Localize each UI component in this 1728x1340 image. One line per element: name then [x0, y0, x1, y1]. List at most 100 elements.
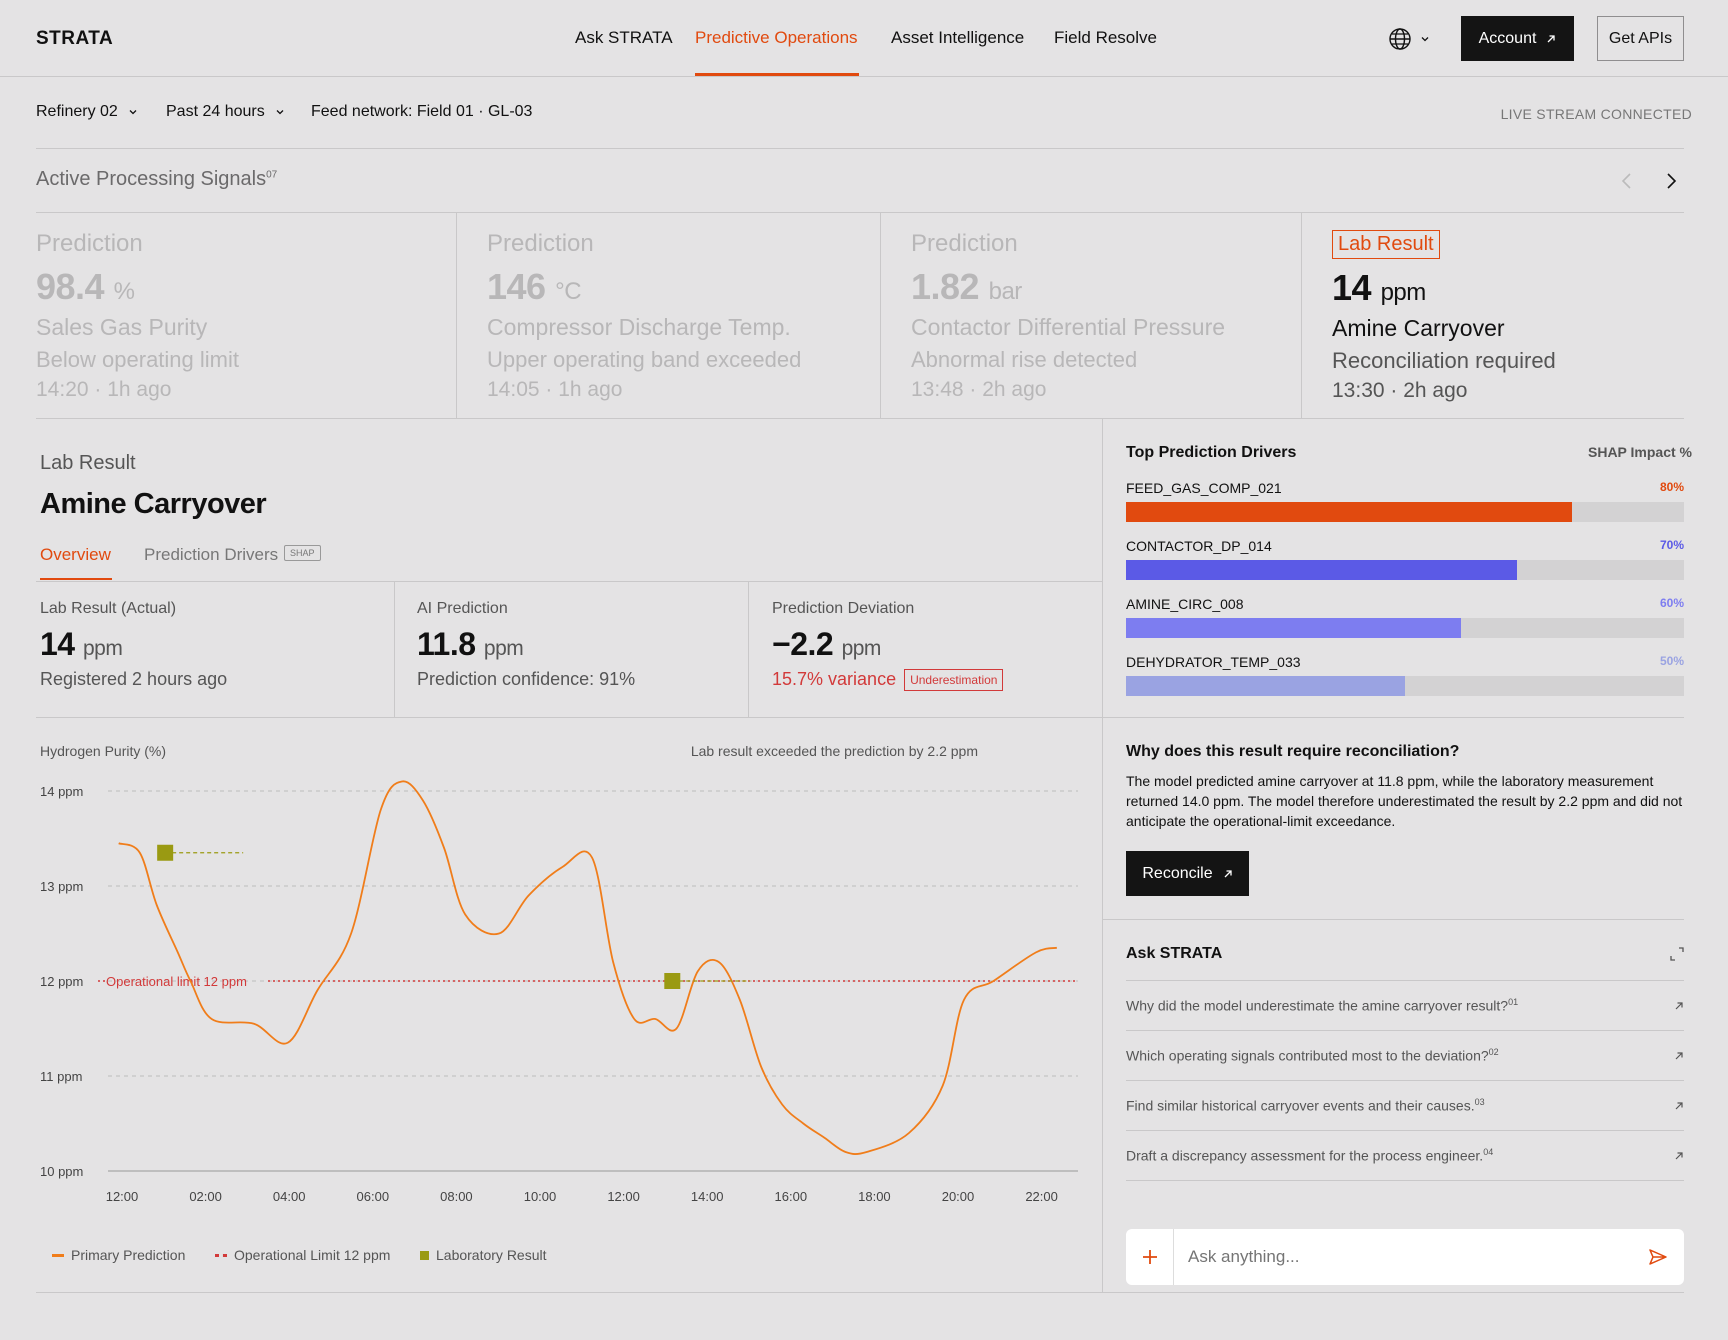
signal-unit: bar: [988, 278, 1023, 305]
signal-status: Reconciliation required: [1332, 348, 1556, 373]
signals-count: 07: [266, 169, 278, 181]
underestimation-badge: Underestimation: [904, 669, 1004, 692]
suggested-question[interactable]: Find similar historical carryover events…: [1126, 1081, 1684, 1131]
account-button[interactable]: Account: [1461, 16, 1574, 61]
operational-limit-label: Operational limit 12 ppm: [106, 974, 247, 989]
metric-number: 11.8: [417, 626, 476, 662]
metric-prediction-deviation: Prediction Deviation −2.2 ppm 15.7% vari…: [772, 600, 1004, 692]
chat-input-bar: [1126, 1229, 1684, 1285]
get-apis-button[interactable]: Get APIs: [1597, 16, 1684, 61]
send-button[interactable]: [1632, 1229, 1684, 1285]
chat-input[interactable]: [1174, 1247, 1632, 1267]
signal-card-sales-gas-purity[interactable]: Prediction 98.4 % Sales Gas Purity Below…: [36, 230, 446, 435]
next-arrow-icon[interactable]: [1664, 172, 1678, 190]
question-text-wrap: Which operating signals contributed most…: [1126, 1047, 1499, 1064]
x-tick-label: 06:00: [357, 1189, 390, 1204]
signal-card-amine-carryover[interactable]: Lab Result 14 ppm Amine Carryover Reconc…: [1332, 230, 1682, 435]
chart-title: Hydrogen Purity (%): [40, 743, 167, 759]
ask-title: Ask STRATA: [1126, 945, 1223, 962]
metric-sub: Registered 2 hours ago: [40, 669, 228, 689]
signal-value: 1.82 bar: [911, 266, 1291, 308]
nav-predictive-operations[interactable]: Predictive Operations: [695, 28, 858, 47]
signal-name: Amine Carryover: [1332, 315, 1505, 341]
signal-time: 14:05 · 1h ago: [487, 378, 623, 401]
metric-number: 14: [40, 626, 75, 662]
metric-sub: 15.7% variance Underestimation: [772, 669, 1004, 692]
hydrogen-purity-chart: 14 ppm 13 ppm 12 ppm 11 ppm 10 ppm 12:00 02:00…: [40, 780, 1078, 1204]
expand-icon[interactable]: [1670, 947, 1684, 961]
legend-laboratory-result: Laboratory Result: [420, 1247, 547, 1263]
prev-arrow-icon[interactable]: [1620, 172, 1634, 190]
lab-result-point: [157, 844, 174, 861]
signal-name: Contactor Differential Pressure: [911, 314, 1226, 340]
nav-ask-strata[interactable]: Ask STRATA: [575, 28, 673, 47]
chevron-down-icon: [276, 110, 284, 115]
driver-name: CONTACTOR_DP_014: [1126, 538, 1272, 554]
driver-header: AMINE_CIRC_008 60%: [1126, 596, 1684, 612]
variance-text: 15.7% variance: [772, 669, 897, 689]
driver-header: DEHYDRATOR_TEMP_033 50%: [1126, 654, 1684, 670]
site-selector[interactable]: Refinery 02: [36, 103, 138, 121]
metric-unit: ppm: [483, 637, 524, 660]
suggested-question[interactable]: Which operating signals contributed most…: [1126, 1031, 1684, 1081]
signal-card-compressor-temp[interactable]: Prediction 146 °C Compressor Discharge T…: [487, 230, 867, 435]
suggested-question[interactable]: Why did the model underestimate the amin…: [1126, 981, 1684, 1031]
suggested-question[interactable]: Draft a discrepancy assessment for the p…: [1126, 1131, 1684, 1181]
nav-asset-intelligence[interactable]: Asset Intelligence: [891, 28, 1025, 47]
y-tick-label: 11 ppm: [40, 1069, 82, 1084]
legend-label: Laboratory Result: [436, 1247, 547, 1263]
y-tick-label: 14 ppm: [40, 784, 83, 799]
time-range-label: Past 24 hours: [166, 103, 265, 120]
language-selector[interactable]: [1388, 27, 1430, 51]
signal-time: 13:48 · 2h ago: [911, 378, 1047, 401]
signal-unit: %: [113, 278, 135, 305]
question-text: Draft a discrepancy assessment for the p…: [1126, 1147, 1484, 1164]
signal-kind: Prediction: [911, 230, 1018, 257]
lab-result-badge: Lab Result: [1332, 230, 1440, 259]
metric-value: −2.2 ppm: [772, 626, 1003, 663]
metric-label: Prediction Deviation: [772, 600, 915, 617]
plus-icon: [1142, 1250, 1157, 1264]
shap-badge: SHAP: [284, 545, 321, 561]
signal-kind: Prediction: [36, 230, 143, 257]
nav-field-resolve[interactable]: Field Resolve: [1054, 28, 1157, 47]
driver-name: AMINE_CIRC_008: [1126, 596, 1244, 612]
signal-time: 14:20 · 1h ago: [36, 378, 172, 401]
driver-bar-fill: [1126, 618, 1461, 638]
signal-status: Below operating limit: [36, 347, 239, 372]
divider: [36, 581, 1102, 582]
metric-ai-prediction: AI Prediction 11.8 ppm Prediction confid…: [417, 600, 635, 690]
signal-unit: ppm: [1380, 279, 1427, 306]
signal-number: 98.4: [36, 266, 105, 307]
arrow-up-right-icon: [1224, 869, 1232, 877]
reconcile-button[interactable]: Reconcile: [1126, 851, 1249, 896]
driver-bar-fill: [1126, 560, 1517, 580]
primary-prediction-line: [118, 780, 1058, 1155]
signal-card-contactor-pressure[interactable]: Prediction 1.82 bar Contactor Differenti…: [911, 230, 1291, 435]
x-tick-label: 08:00: [440, 1189, 473, 1204]
send-icon: [1649, 1249, 1667, 1265]
x-tick-label: 10:00: [524, 1189, 557, 1204]
signals-title-text: Active Processing Signals: [36, 168, 267, 190]
y-tick-label: 13 ppm: [40, 879, 83, 894]
feed-network-label: Feed network: Field 01 · GL-03: [311, 103, 533, 120]
reconcile-body: The model predicted amine carryover at 1…: [1126, 773, 1683, 829]
divider: [36, 1292, 1684, 1293]
tab-prediction-drivers[interactable]: Prediction Drivers: [144, 545, 279, 564]
signal-kind: Prediction: [487, 230, 594, 257]
question-text-wrap: Find similar historical carryover events…: [1126, 1097, 1485, 1114]
tab-overview[interactable]: Overview: [40, 545, 111, 564]
attach-button[interactable]: [1126, 1229, 1174, 1285]
divider: [36, 418, 1684, 419]
divider: [36, 717, 1684, 718]
divider: [1102, 418, 1103, 1292]
metric-sub: Prediction confidence: 91%: [417, 669, 636, 689]
time-range-selector[interactable]: Past 24 hours: [166, 103, 285, 121]
brand-logo[interactable]: STRATA: [36, 28, 114, 49]
nav-active-indicator: [695, 73, 859, 76]
x-tick-label: 18:00: [858, 1189, 891, 1204]
arrow-up-right-icon: [1675, 1051, 1683, 1059]
x-tick-label: 16:00: [775, 1189, 808, 1204]
arrow-up-right-icon: [1547, 34, 1556, 42]
live-status: LIVE STREAM CONNECTED: [1500, 106, 1692, 122]
